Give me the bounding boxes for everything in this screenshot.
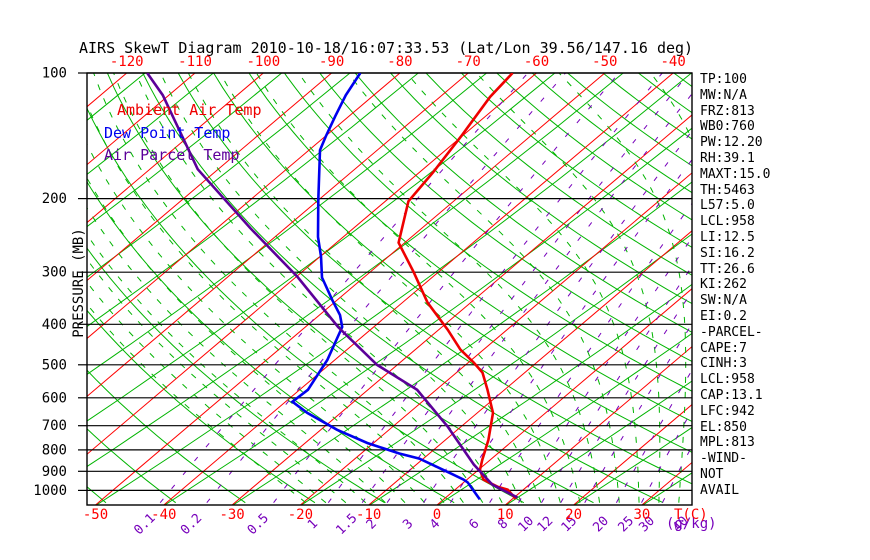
mixing-ratio-tick-label: 3 bbox=[400, 516, 416, 532]
pressure-tick-label: 900 bbox=[42, 464, 67, 480]
side-panel-line: LFC:942 bbox=[700, 403, 755, 419]
pressure-tick-label: 1000 bbox=[33, 483, 67, 499]
mixing-ratio-tick-label: 0.5 bbox=[245, 511, 272, 538]
plot-border bbox=[86, 72, 693, 506]
side-panel-line: L57:5.0 bbox=[700, 198, 755, 214]
moist-adiabat-lines bbox=[87, 73, 692, 504]
mixing-ratio-tick-label: 0.2 bbox=[178, 511, 205, 538]
side-panel-line: -PARCEL- bbox=[700, 324, 763, 340]
side-panel-line: AVAIL bbox=[700, 482, 740, 498]
top-temp-axis: -120 -110 -100 -90 -80 -70 -60 -50 -40 bbox=[110, 54, 686, 70]
pressure-axis-ticks: 100 200 300 400 500 600 700 800 900 1000 bbox=[33, 66, 67, 499]
bottom-temp-tick-label: -50 bbox=[83, 507, 108, 523]
pressure-tick-label: 600 bbox=[42, 390, 67, 406]
side-panel-line: LI:12.5 bbox=[700, 229, 755, 245]
page-title: AIRS SkewT Diagram 2010-10-18/16:07:33.5… bbox=[79, 39, 694, 57]
pressure-axis-label: PRESSURE (MB) bbox=[71, 228, 87, 338]
bottom-temp-tick-label: -40 bbox=[151, 507, 176, 523]
mixing-unit-label: (g/kg) bbox=[666, 516, 717, 532]
side-panel-line: EL:850 bbox=[700, 419, 747, 435]
top-temp-tick-label: -70 bbox=[456, 54, 481, 70]
top-temp-tick-label: -40 bbox=[660, 54, 685, 70]
side-panel-line: CAPE:7 bbox=[700, 340, 747, 356]
bottom-temp-tick-label: 0 bbox=[433, 507, 441, 523]
side-panel-line: PW:12.20 bbox=[700, 135, 763, 151]
legend-ambient-air-temp: Ambient Air Temp bbox=[117, 101, 262, 119]
side-panel-line: WB0:760 bbox=[700, 119, 755, 135]
top-temp-tick-label: -90 bbox=[319, 54, 344, 70]
side-panel-line: SW:N/A bbox=[700, 293, 747, 309]
side-panel-line: EI:0.2 bbox=[700, 308, 747, 324]
side-panel-line: KI:262 bbox=[700, 277, 747, 293]
pressure-tick-label: 300 bbox=[42, 265, 67, 281]
top-temp-tick-label: -60 bbox=[524, 54, 549, 70]
side-panel-line: NOT bbox=[700, 466, 724, 482]
mixing-ratio-lines bbox=[159, 73, 692, 504]
legend-air-parcel-temp: Air Parcel Temp bbox=[104, 146, 240, 164]
bottom-temp-tick-label: -30 bbox=[219, 507, 244, 523]
top-temp-tick-label: -50 bbox=[592, 54, 617, 70]
side-panel-line: FRZ:813 bbox=[700, 103, 755, 119]
pressure-tick-label: 100 bbox=[42, 66, 67, 82]
mixing-ratio-tick-label: 6 bbox=[466, 516, 482, 532]
bottom-temp-tick-label: 30 bbox=[633, 507, 650, 523]
pressure-tick-label: 500 bbox=[42, 357, 67, 373]
side-panel-line: MW:N/A bbox=[700, 87, 747, 103]
diagonal-aux-lines bbox=[87, 73, 692, 505]
pressure-tick-label: 800 bbox=[42, 442, 67, 458]
temp-unit-label: T(C) bbox=[674, 507, 708, 523]
side-panel-line: -WIND- bbox=[700, 451, 747, 467]
parcel-temp-curve bbox=[146, 73, 519, 499]
side-panel-line: TT:26.6 bbox=[700, 261, 755, 277]
side-panel: TP:100 MW:N/A FRZ:813 WB0:760 PW:12.20 RH:39.… bbox=[700, 72, 770, 499]
side-panel-line: TH:5463 bbox=[700, 182, 755, 198]
top-temp-tick-label: -80 bbox=[387, 54, 412, 70]
side-panel-line: CAP:13.1 bbox=[700, 387, 763, 403]
bottom-temp-tick-label: 20 bbox=[565, 507, 582, 523]
mixing-ratio-tick-label: 12 bbox=[535, 514, 557, 536]
top-temp-tick-label: -120 bbox=[110, 54, 144, 70]
side-panel-line: TP:100 bbox=[700, 72, 747, 87]
side-panel-line: SI:16.2 bbox=[700, 245, 755, 261]
mixing-ratio-tick-label: 20 bbox=[590, 514, 612, 536]
side-panel-line: LCL:958 bbox=[700, 372, 755, 388]
pressure-tick-label: 700 bbox=[42, 418, 67, 434]
top-temp-tick-label: -110 bbox=[178, 54, 212, 70]
side-panel-line: RH:39.1 bbox=[700, 150, 755, 166]
side-panel-line: CINH:3 bbox=[700, 356, 747, 372]
pressure-tick-label: 200 bbox=[42, 191, 67, 207]
bottom-temp-tick-label: -10 bbox=[356, 507, 381, 523]
ambient-temp-curve bbox=[397, 73, 517, 500]
top-temp-tick-label: -100 bbox=[246, 54, 280, 70]
side-panel-line: MAXT:15.0 bbox=[700, 166, 771, 182]
pressure-tick-label: 400 bbox=[42, 317, 67, 333]
side-panel-line: MPL:813 bbox=[700, 435, 755, 451]
bottom-temp-tick-label: -20 bbox=[288, 507, 313, 523]
dew-point-curve bbox=[290, 73, 481, 501]
side-panel-line: LCL:958 bbox=[700, 214, 755, 230]
bottom-temp-tick-label: 10 bbox=[497, 507, 514, 523]
bottom-temp-axis: -50 -40 -30 -20 -10 0 10 20 30 T(C) bbox=[83, 507, 708, 523]
legend-dew-point-temp: Dew Point Temp bbox=[104, 124, 231, 142]
